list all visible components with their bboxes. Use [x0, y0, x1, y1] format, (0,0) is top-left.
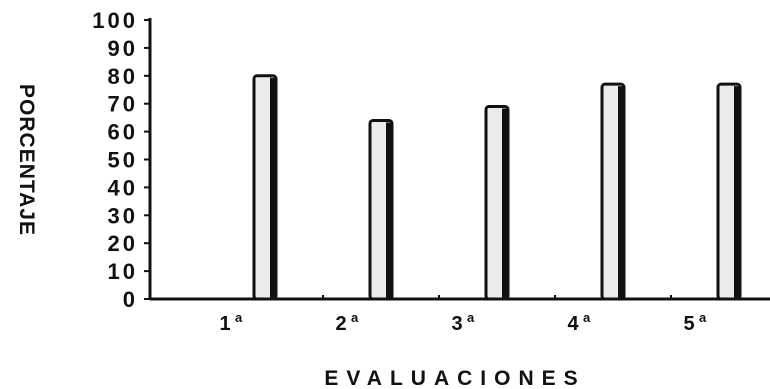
x-tick-label: 3: [451, 313, 462, 335]
y-axis-title: PORCENTAJE: [15, 84, 38, 236]
bar-shade-2: [386, 122, 391, 299]
bars: [252, 74, 742, 301]
x-tick-label-superscript: a: [351, 310, 359, 325]
y-tick-label: 80: [108, 64, 138, 89]
x-tick-label: 5: [683, 313, 694, 335]
bar-shade-3: [502, 108, 507, 300]
bar-shade-1: [270, 77, 275, 299]
y-tick-label: 40: [108, 175, 138, 200]
x-tick-label: 4: [567, 313, 579, 335]
y-tick-label: 20: [108, 231, 138, 256]
y-tick-label: 10: [108, 259, 138, 284]
bar-shade-4: [618, 86, 623, 299]
x-tick-label: 2: [335, 313, 346, 335]
y-tick-label: 0: [123, 287, 138, 312]
y-tick-label: 30: [108, 203, 138, 228]
y-tick-label: 50: [108, 148, 138, 173]
x-tick-label-superscript: a: [699, 310, 707, 325]
x-axis-title: EVALUACIONES: [324, 367, 585, 389]
bar-shade-5: [734, 86, 739, 299]
y-tick-label: 100: [92, 8, 138, 33]
y-tick-label: 60: [108, 120, 138, 145]
x-tick-label-superscript: a: [235, 310, 243, 325]
x-tick-label-superscript: a: [467, 310, 475, 325]
x-tick-label-superscript: a: [583, 310, 591, 325]
y-tick-label: 90: [108, 36, 138, 61]
x-tick-label: 1: [219, 313, 230, 335]
y-tick-label: 70: [108, 92, 138, 117]
